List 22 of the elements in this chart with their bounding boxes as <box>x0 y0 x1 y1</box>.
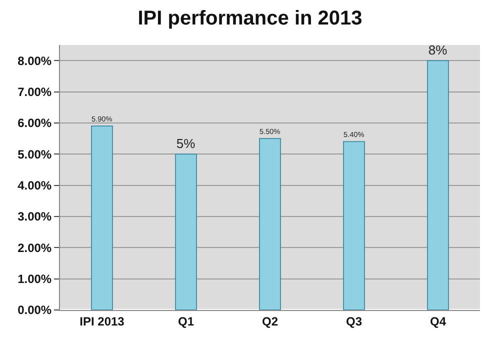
y-tick-label: 2.00% <box>18 240 52 255</box>
y-tick-label: 1.00% <box>18 272 52 286</box>
y-tick-label: 8.00% <box>18 54 52 68</box>
y-tick-label: 7.00% <box>18 84 52 99</box>
bar <box>91 126 113 310</box>
x-tick-label: IPI 2013 <box>80 314 125 328</box>
x-tick-label: Q3 <box>346 314 362 328</box>
x-tick-label: Q4 <box>430 314 446 328</box>
bar <box>427 60 449 310</box>
y-tick-label: 0.00% <box>18 303 52 318</box>
data-label: 8% <box>428 42 448 58</box>
bar <box>175 154 197 310</box>
x-tick-label: Q1 <box>178 314 194 328</box>
bar <box>259 138 281 310</box>
y-tick-label: 4.00% <box>18 178 52 192</box>
y-tick-label: 3.00% <box>18 210 52 224</box>
y-tick-label: 6.00% <box>18 116 52 130</box>
data-label: 5% <box>176 136 196 152</box>
y-tick-label: 5.00% <box>18 147 52 162</box>
bar <box>343 141 365 310</box>
chart-title: IPI performance in 2013 <box>138 8 362 30</box>
x-tick-label: Q2 <box>262 314 278 328</box>
